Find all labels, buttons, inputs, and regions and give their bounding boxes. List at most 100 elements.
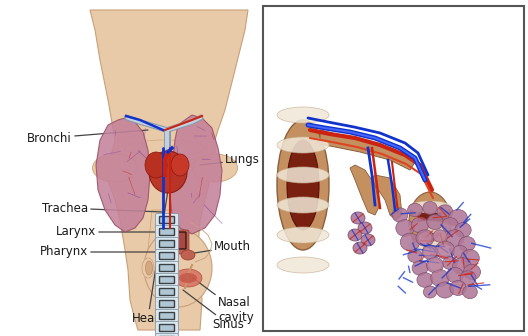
FancyBboxPatch shape bbox=[159, 312, 174, 320]
Text: Sinus: Sinus bbox=[183, 290, 244, 331]
Ellipse shape bbox=[423, 202, 437, 214]
FancyBboxPatch shape bbox=[156, 213, 178, 226]
Ellipse shape bbox=[443, 256, 457, 269]
Ellipse shape bbox=[463, 285, 477, 299]
Ellipse shape bbox=[277, 107, 329, 123]
Ellipse shape bbox=[464, 264, 480, 280]
Ellipse shape bbox=[416, 230, 434, 246]
FancyBboxPatch shape bbox=[159, 264, 174, 271]
Ellipse shape bbox=[409, 221, 451, 233]
Ellipse shape bbox=[450, 281, 466, 295]
FancyBboxPatch shape bbox=[159, 241, 174, 248]
Ellipse shape bbox=[409, 192, 451, 252]
Text: Lungs: Lungs bbox=[200, 154, 260, 167]
Ellipse shape bbox=[459, 237, 475, 252]
Ellipse shape bbox=[171, 154, 189, 176]
Text: Bronchi: Bronchi bbox=[27, 130, 148, 144]
Ellipse shape bbox=[408, 249, 422, 262]
Text: Larynx: Larynx bbox=[56, 225, 164, 239]
FancyBboxPatch shape bbox=[156, 238, 178, 251]
FancyBboxPatch shape bbox=[159, 228, 174, 236]
Ellipse shape bbox=[412, 261, 428, 275]
Ellipse shape bbox=[179, 273, 197, 283]
Ellipse shape bbox=[446, 230, 464, 246]
Ellipse shape bbox=[418, 232, 432, 244]
Ellipse shape bbox=[361, 234, 375, 246]
Polygon shape bbox=[170, 115, 222, 234]
Ellipse shape bbox=[174, 269, 202, 287]
Ellipse shape bbox=[144, 229, 212, 307]
Ellipse shape bbox=[455, 222, 471, 238]
Ellipse shape bbox=[409, 201, 451, 213]
Ellipse shape bbox=[409, 241, 451, 253]
Ellipse shape bbox=[442, 218, 458, 233]
Ellipse shape bbox=[437, 205, 453, 219]
FancyBboxPatch shape bbox=[156, 261, 178, 275]
FancyBboxPatch shape bbox=[159, 252, 174, 259]
FancyBboxPatch shape bbox=[156, 286, 178, 298]
Ellipse shape bbox=[452, 245, 467, 259]
Polygon shape bbox=[148, 210, 182, 250]
Ellipse shape bbox=[435, 241, 455, 259]
Text: Heart: Heart bbox=[131, 190, 168, 325]
Ellipse shape bbox=[396, 220, 414, 236]
FancyBboxPatch shape bbox=[159, 325, 174, 332]
FancyBboxPatch shape bbox=[159, 300, 174, 307]
Ellipse shape bbox=[433, 230, 447, 242]
Polygon shape bbox=[90, 10, 248, 330]
Text: Bronchioles: Bronchioles bbox=[390, 103, 498, 148]
FancyBboxPatch shape bbox=[156, 225, 178, 239]
Ellipse shape bbox=[181, 250, 195, 260]
Ellipse shape bbox=[411, 217, 429, 233]
FancyBboxPatch shape bbox=[156, 297, 178, 310]
Ellipse shape bbox=[353, 242, 367, 254]
Polygon shape bbox=[320, 130, 415, 170]
Ellipse shape bbox=[348, 229, 362, 241]
Ellipse shape bbox=[433, 230, 447, 242]
Ellipse shape bbox=[400, 233, 420, 251]
FancyBboxPatch shape bbox=[159, 289, 174, 295]
Ellipse shape bbox=[145, 152, 167, 178]
Ellipse shape bbox=[277, 120, 329, 250]
Ellipse shape bbox=[431, 269, 449, 286]
Ellipse shape bbox=[447, 267, 464, 283]
Polygon shape bbox=[372, 175, 402, 220]
Ellipse shape bbox=[427, 257, 444, 273]
FancyBboxPatch shape bbox=[156, 322, 178, 335]
Ellipse shape bbox=[427, 214, 443, 229]
FancyBboxPatch shape bbox=[159, 216, 174, 223]
FancyBboxPatch shape bbox=[156, 250, 178, 262]
Ellipse shape bbox=[277, 227, 329, 243]
Ellipse shape bbox=[287, 140, 319, 230]
Ellipse shape bbox=[125, 140, 205, 156]
FancyBboxPatch shape bbox=[156, 309, 178, 323]
Polygon shape bbox=[350, 165, 380, 215]
Ellipse shape bbox=[149, 151, 187, 193]
Text: Mouth: Mouth bbox=[188, 241, 251, 254]
Ellipse shape bbox=[142, 258, 154, 278]
Ellipse shape bbox=[277, 167, 329, 183]
Ellipse shape bbox=[146, 261, 153, 275]
Ellipse shape bbox=[418, 203, 442, 241]
Text: Alveoli: Alveoli bbox=[370, 268, 430, 325]
Ellipse shape bbox=[392, 208, 408, 222]
Ellipse shape bbox=[422, 245, 438, 259]
Ellipse shape bbox=[277, 257, 329, 273]
Ellipse shape bbox=[358, 222, 372, 234]
FancyBboxPatch shape bbox=[159, 277, 174, 284]
Ellipse shape bbox=[428, 259, 442, 271]
Ellipse shape bbox=[408, 203, 422, 217]
Ellipse shape bbox=[438, 244, 452, 256]
FancyBboxPatch shape bbox=[174, 232, 186, 249]
Ellipse shape bbox=[277, 137, 329, 153]
Ellipse shape bbox=[423, 286, 437, 298]
Ellipse shape bbox=[193, 154, 238, 182]
Ellipse shape bbox=[277, 197, 329, 213]
Ellipse shape bbox=[449, 209, 467, 226]
Ellipse shape bbox=[452, 258, 472, 275]
Ellipse shape bbox=[351, 212, 365, 224]
Ellipse shape bbox=[423, 246, 437, 258]
FancyBboxPatch shape bbox=[156, 274, 178, 287]
Bar bbox=[263, 6, 524, 331]
Ellipse shape bbox=[436, 282, 454, 298]
